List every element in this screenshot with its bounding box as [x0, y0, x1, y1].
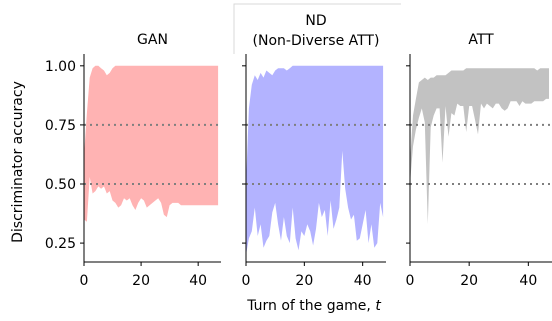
nd-panel-title: ND	[305, 13, 326, 29]
att-accuracy-band	[410, 68, 549, 225]
nd-title-frame	[233, 3, 401, 54]
x-axis-label: Turn of the game, t	[246, 298, 381, 314]
gan-y-tick-label: 0.50	[45, 177, 76, 193]
nd-x-tick-label: 40	[354, 273, 372, 289]
nd-panel: 0 20 40 ND (Non-Diverse ATT)	[233, 3, 401, 289]
gan-panel: 0.25 0.50 0.75 1.00 0 20 40 GAN	[45, 32, 221, 289]
gan-y-tick-label: 0.25	[45, 236, 76, 252]
nd-x-tick-label: 20	[295, 273, 313, 289]
att-x-tick-label: 20	[460, 273, 478, 289]
gan-panel-title: GAN	[137, 32, 168, 48]
gan-y-tick-label: 1.00	[45, 59, 76, 75]
att-x-tick-label: 0	[406, 273, 415, 289]
nd-accuracy-band	[246, 65, 384, 255]
nd-panel-title: (Non-Diverse ATT)	[253, 33, 380, 49]
gan-accuracy-band	[84, 65, 219, 222]
y-axis-label: Discriminator accuracy	[10, 81, 26, 243]
gan-x-tick-label: 0	[80, 273, 89, 289]
nd-x-tick-label: 0	[242, 273, 251, 289]
att-panel-title: ATT	[468, 32, 494, 48]
gan-x-tick-label: 20	[132, 273, 150, 289]
gan-y-tick-label: 0.75	[45, 118, 76, 134]
att-panel: 0 20 40 ATT	[406, 32, 552, 289]
gan-x-tick-label: 40	[189, 273, 207, 289]
att-x-tick-label: 40	[519, 273, 537, 289]
